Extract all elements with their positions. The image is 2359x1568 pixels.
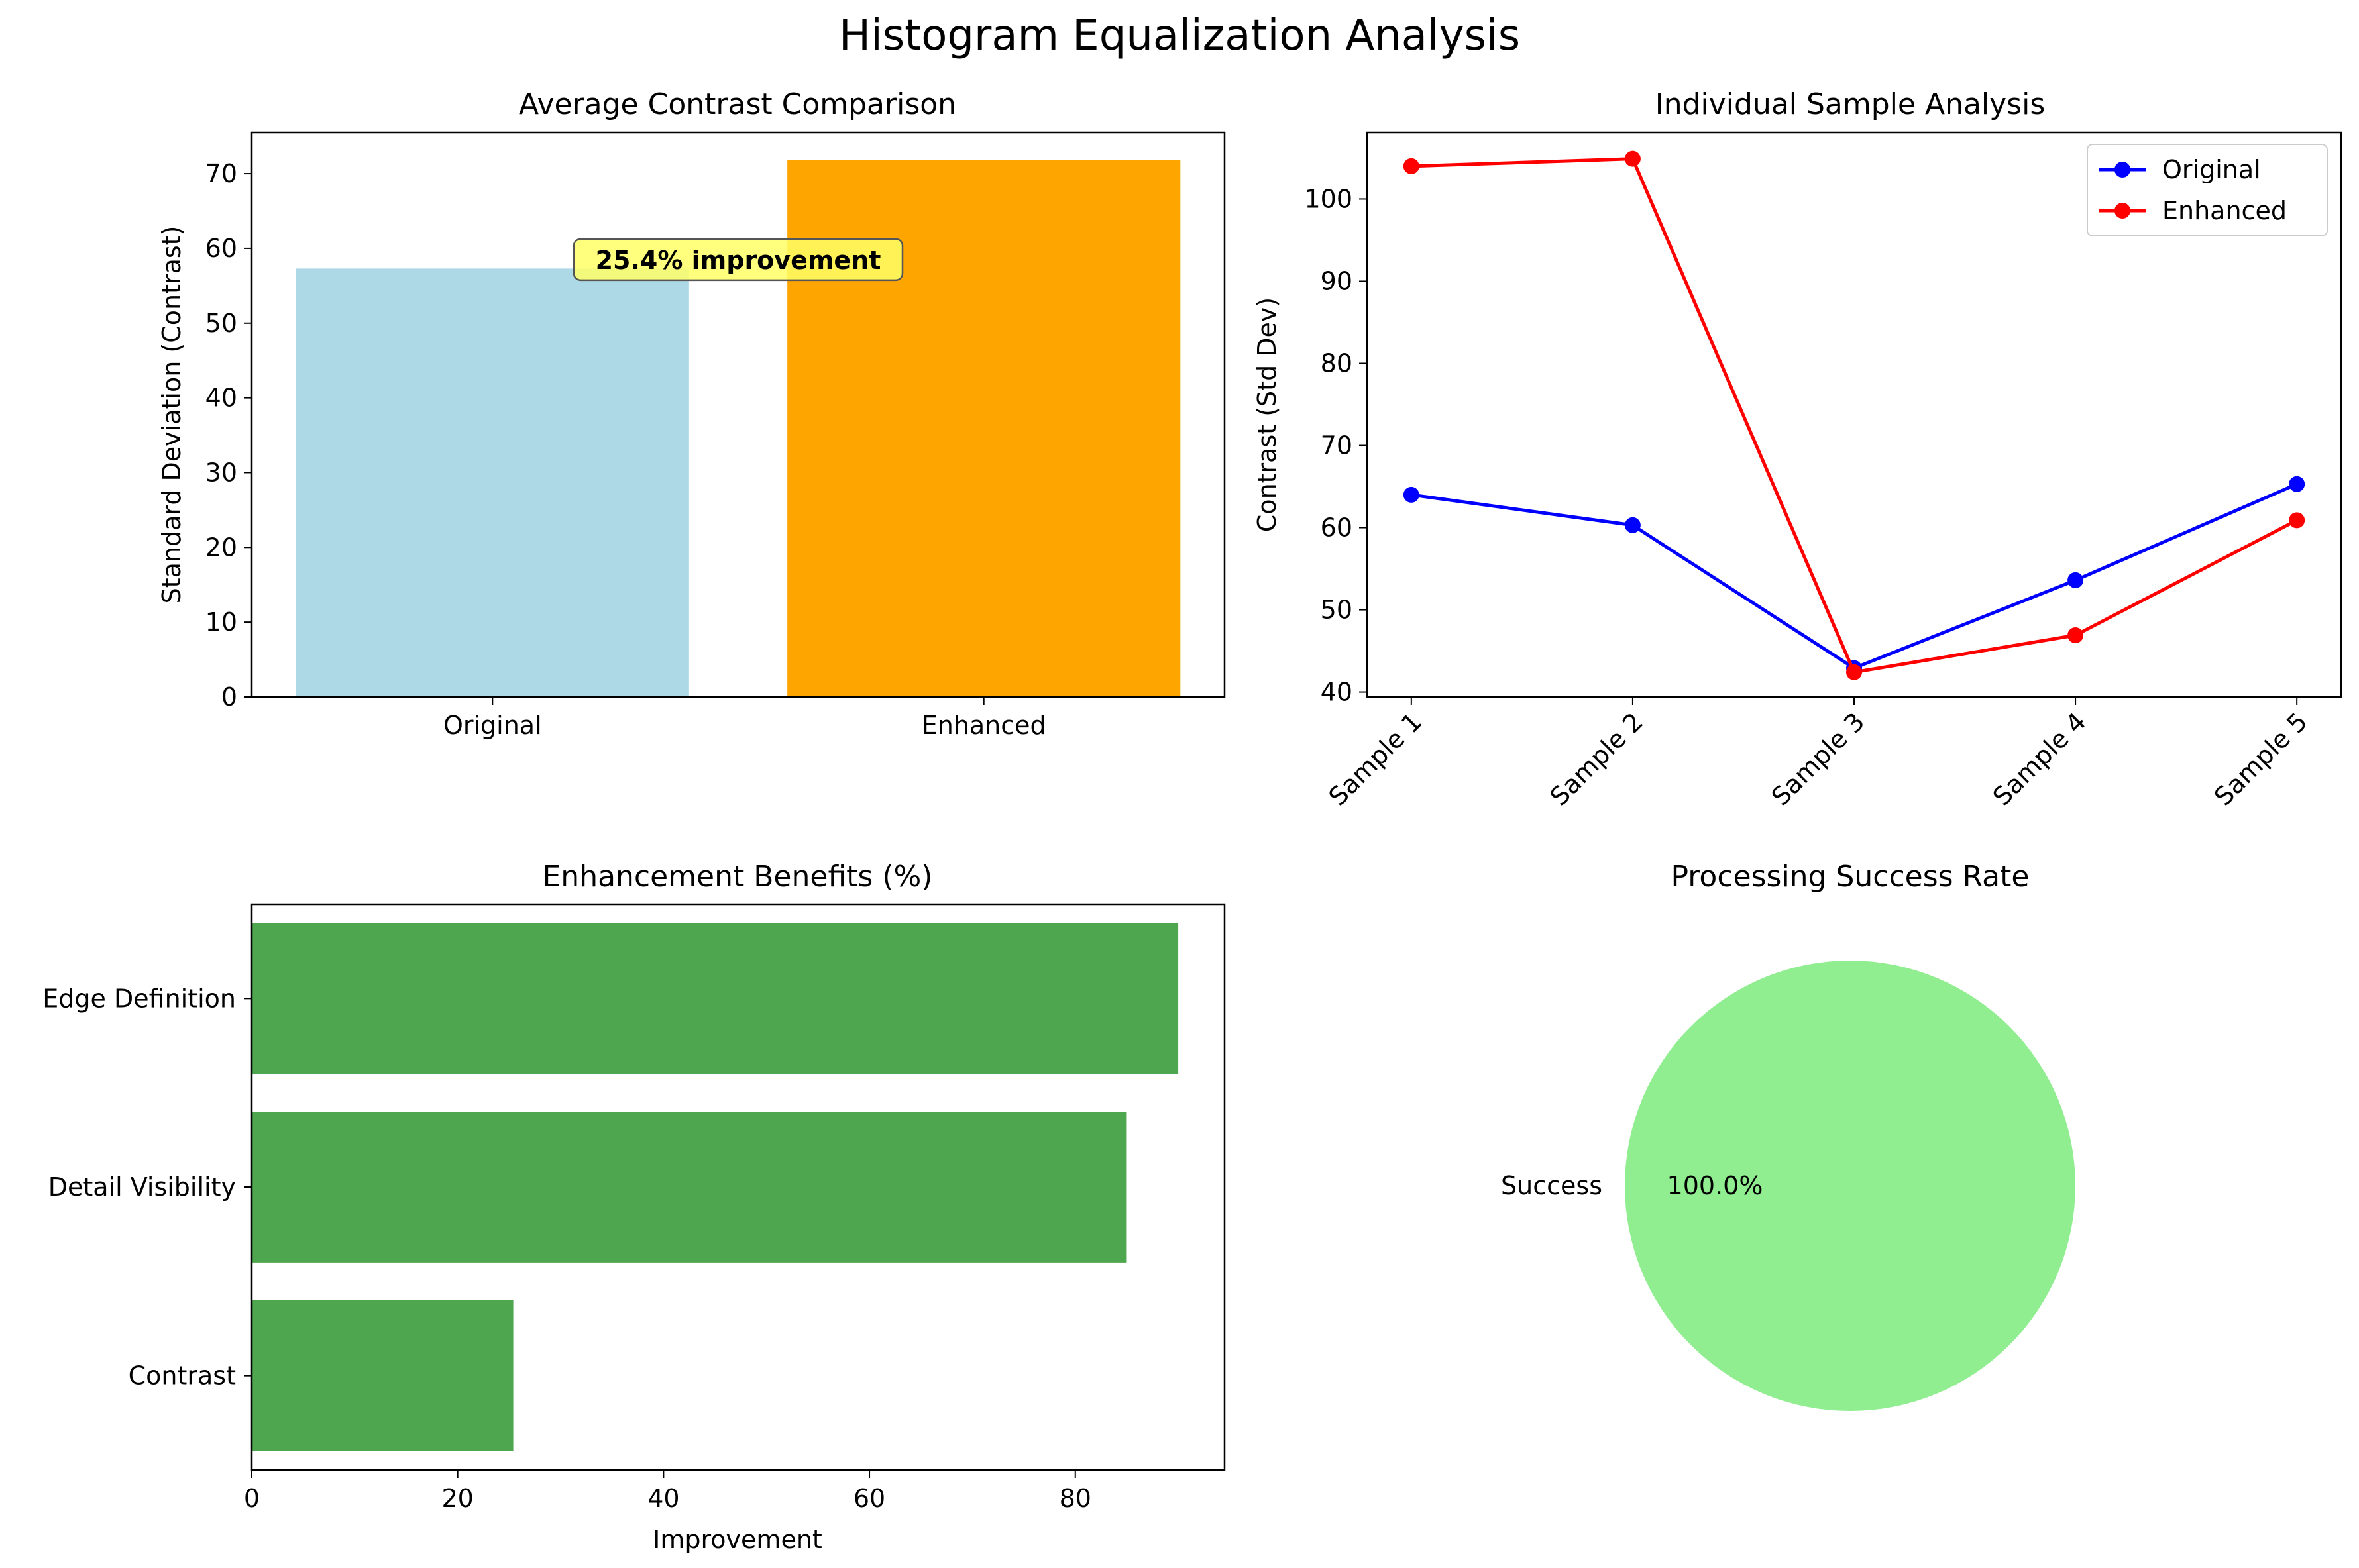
x-tick-label: 0 bbox=[244, 1484, 260, 1513]
benefits-hbar-chart-title: Enhancement Benefits (%) bbox=[543, 860, 933, 894]
y-tick-label: 60 bbox=[205, 234, 237, 263]
x-tick-label: Original bbox=[443, 711, 542, 740]
y-tick-label: 40 bbox=[205, 384, 237, 413]
y-tick-label: 80 bbox=[1321, 348, 1352, 378]
x-tick-label: 60 bbox=[853, 1484, 885, 1513]
plot-frame bbox=[250, 903, 1226, 1471]
pie-slice-success bbox=[1625, 961, 2075, 1411]
legend: Original Enhanced bbox=[2087, 144, 2328, 236]
pie-pct-label: 100.0% bbox=[1667, 1171, 1763, 1200]
y-tick-label: 50 bbox=[205, 309, 237, 338]
x-tick-label: 40 bbox=[647, 1484, 679, 1513]
x-tick-label: Sample 5 bbox=[2209, 707, 2313, 811]
contrast-bar-chart-ylabel: Standard Deviation (Contrast) bbox=[157, 226, 186, 604]
legend-label: Original bbox=[2162, 155, 2261, 184]
success-pie-chart: Processing Success Rate Success 100.0% bbox=[1501, 860, 2075, 1411]
y-tick-label: 50 bbox=[1321, 596, 1352, 625]
benefits-hbar-chart-xlabel: Improvement bbox=[653, 1525, 822, 1554]
sample-line-chart-title: Individual Sample Analysis bbox=[1655, 87, 2046, 121]
annotation-text: 25.4% improvement bbox=[596, 246, 881, 275]
benefits-hbar-chart: Enhancement Benefits (%) Improvement Con… bbox=[42, 860, 1226, 1554]
figure-title: Histogram Equalization Analysis bbox=[839, 11, 1520, 60]
bar-original bbox=[296, 268, 689, 697]
x-tick-label: Sample 1 bbox=[1323, 707, 1428, 811]
bar-contrast bbox=[252, 1300, 514, 1451]
pie-label: Success bbox=[1501, 1171, 1602, 1200]
legend-label: Enhanced bbox=[2162, 196, 2287, 225]
y-tick-label: 70 bbox=[1321, 431, 1352, 460]
y-tick-label: Detail Visibility bbox=[48, 1173, 236, 1202]
y-tick-label: 60 bbox=[1321, 513, 1352, 543]
plot-frame bbox=[250, 131, 1226, 698]
point-enhanced-2 bbox=[1624, 150, 1641, 167]
success-pie-chart-title: Processing Success Rate bbox=[1671, 860, 2030, 894]
x-tick-label: 20 bbox=[442, 1484, 474, 1513]
point-enhanced-1 bbox=[1403, 158, 1419, 174]
y-tick-label: 100 bbox=[1304, 184, 1352, 213]
point-original-4 bbox=[2067, 572, 2084, 588]
point-original-5 bbox=[2289, 476, 2305, 492]
x-tick-label: 80 bbox=[1060, 1484, 1091, 1513]
plot-frame bbox=[1366, 131, 2342, 698]
annotation-box bbox=[573, 238, 904, 282]
y-tick-label: 0 bbox=[221, 682, 237, 711]
point-original-1 bbox=[1403, 486, 1419, 503]
legend-box bbox=[2087, 144, 2328, 236]
y-tick-label: Contrast bbox=[129, 1361, 236, 1390]
sample-line-chart-ylabel: Contrast (Std Dev) bbox=[1252, 297, 1282, 532]
contrast-bar-chart-title: Average Contrast Comparison bbox=[519, 87, 956, 121]
y-tick-label: 20 bbox=[205, 533, 237, 562]
y-tick-label: 40 bbox=[1321, 678, 1352, 707]
x-tick-label: Sample 3 bbox=[1766, 707, 1871, 811]
point-enhanced-5 bbox=[2289, 512, 2305, 529]
legend-marker bbox=[2114, 203, 2130, 219]
series-line-original bbox=[1411, 482, 2298, 670]
contrast-bar-chart: Average Contrast Comparison Standard Dev… bbox=[157, 87, 1226, 740]
legend-marker bbox=[2114, 162, 2130, 178]
y-tick-label: 30 bbox=[205, 458, 237, 487]
x-tick-label: Sample 2 bbox=[1545, 707, 1649, 811]
y-tick-label: 70 bbox=[205, 159, 237, 188]
y-tick-label: 90 bbox=[1321, 266, 1352, 295]
y-tick-label: 10 bbox=[205, 607, 237, 637]
y-tick-label: Edge Definition bbox=[42, 984, 236, 1013]
x-tick-label: Sample 4 bbox=[1987, 707, 2092, 811]
point-enhanced-3 bbox=[1846, 664, 1862, 680]
point-enhanced-4 bbox=[2067, 627, 2084, 643]
bar-edge-definition bbox=[252, 923, 1179, 1074]
bar-detail-visibility bbox=[252, 1112, 1127, 1263]
x-tick-label: Enhanced bbox=[922, 711, 1046, 740]
sample-line-chart: Individual Sample Analysis Contrast (Std… bbox=[1252, 87, 2342, 811]
point-original-2 bbox=[1624, 517, 1641, 533]
